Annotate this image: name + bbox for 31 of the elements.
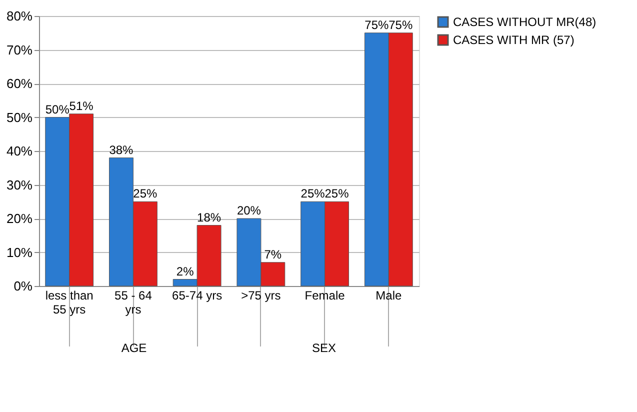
legend-label: CASES WITHOUT MR(48) [453, 15, 596, 29]
data-label: 25% [133, 186, 158, 201]
y-tick-label: 50% [6, 110, 33, 125]
data-label: 18% [197, 210, 222, 224]
y-tick-label: 70% [6, 42, 33, 58]
data-label: 2% [176, 264, 194, 278]
data-label: 51% [69, 98, 94, 113]
data-label: 25% [300, 186, 326, 201]
data-label: 20% [236, 204, 262, 218]
legend-label: CASES WITH MR (57) [453, 33, 574, 47]
y-tick-label: 20% [6, 211, 33, 226]
y-tick-label: 30% [6, 177, 33, 192]
data-label: 75% [388, 18, 413, 32]
x-tick-label: 65-74 yrs [172, 288, 222, 302]
data-label: 25% [324, 186, 350, 201]
y-tick-label: 10% [6, 244, 33, 260]
x-tick-label: Male [376, 288, 402, 302]
data-label: 50% [45, 102, 70, 116]
y-tick-label: 0% [14, 278, 33, 294]
x-tick-label: less than 55 yrs [45, 288, 94, 316]
y-tick-label: 80% [6, 8, 33, 24]
data-label: 38% [109, 142, 134, 157]
text: SEX [312, 341, 336, 355]
x-tick-label: >75 yrs [241, 288, 281, 302]
data-label: 7% [264, 247, 282, 262]
y-tick-label: 40% [6, 144, 33, 158]
text: AGE [121, 341, 147, 355]
y-tick-label: 60% [6, 76, 33, 91]
data-label: 75% [364, 18, 390, 32]
x-tick-label: Female [304, 288, 346, 302]
x-tick-label: 55 - 64 yrs [114, 288, 152, 316]
